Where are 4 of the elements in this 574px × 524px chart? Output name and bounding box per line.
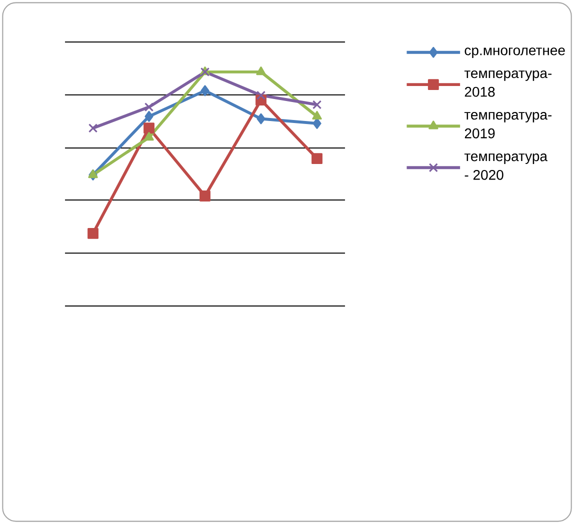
legend-label: температура-2019 [464, 112, 552, 138]
legend-label: температура - 2020 [464, 154, 548, 180]
legend-label: ср.многолетнее [464, 48, 565, 58]
legend-label: температура-2018 [464, 70, 552, 97]
